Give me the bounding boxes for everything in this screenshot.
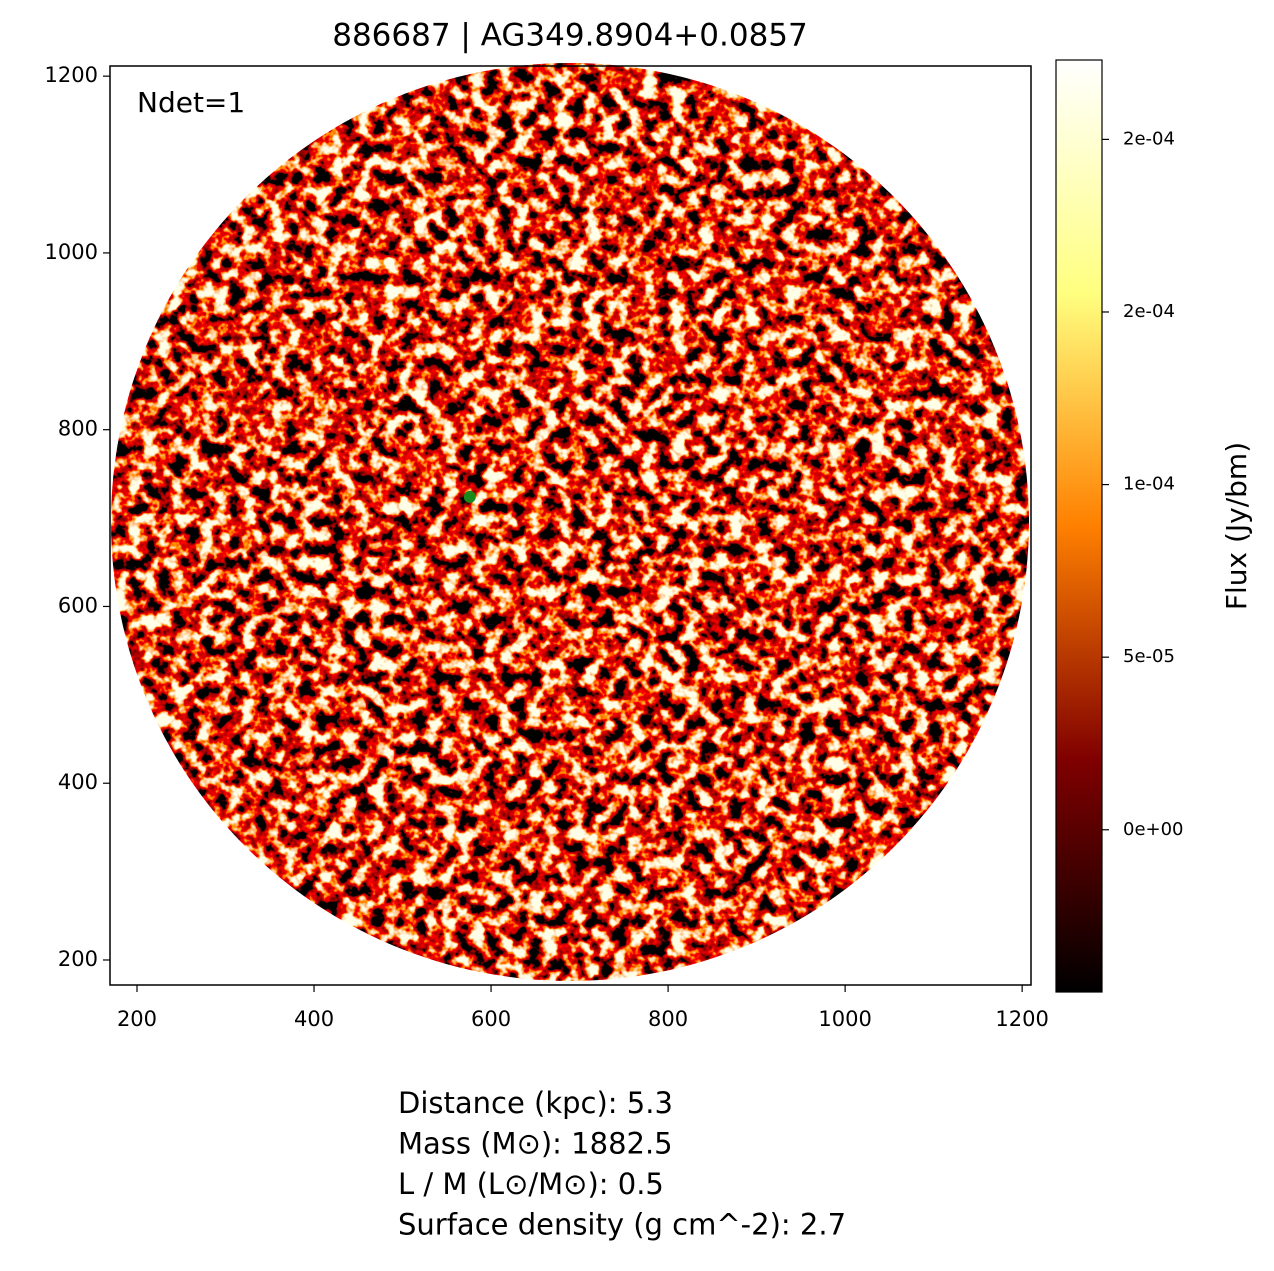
x-tick-label: 1000 [818, 1007, 871, 1031]
y-tick-label: 400 [58, 770, 98, 794]
x-tick-label: 800 [648, 1007, 688, 1031]
y-tick-label: 1000 [45, 240, 98, 264]
colorbar-tick-label: 1e-04 [1123, 474, 1175, 495]
x-tick-label: 1200 [995, 1007, 1048, 1031]
image [111, 63, 1029, 981]
y-tick-label: 1200 [45, 63, 98, 87]
info-block: Distance (kpc): 5.3 Mass (M⊙): 1882.5 L / … [398, 1086, 846, 1242]
marker [463, 490, 476, 503]
colorbar-label: Flux (Jy/bm) [1220, 442, 1253, 610]
info-line: Surface density (g cm^-2): 2.7 [398, 1208, 846, 1242]
colorbar [1055, 59, 1103, 993]
y-tick-label: 200 [58, 947, 98, 971]
x-tick-label: 400 [294, 1007, 334, 1031]
y-tick-label: 800 [58, 417, 98, 441]
colorbar-tick-label: 0e+00 [1123, 819, 1184, 840]
x-tick-label: 600 [471, 1007, 511, 1031]
info-line: Mass (M⊙): 1882.5 [398, 1127, 673, 1161]
plot-frame [109, 65, 1032, 986]
colorbar-tick-label: 5e-05 [1123, 646, 1175, 667]
annotation: Ndet=1 [137, 86, 245, 119]
colorbar-tick-label: 2e-04 [1123, 128, 1175, 149]
flux-map [111, 63, 1029, 981]
info-line: Distance (kpc): 5.3 [398, 1086, 673, 1120]
info-line: L / M (L⊙/M⊙): 0.5 [398, 1167, 664, 1201]
y-tick-label: 600 [58, 593, 98, 617]
x-tick-label: 200 [117, 1007, 157, 1031]
colorbar-tick-label: 2e-04 [1123, 301, 1175, 322]
chart-title: 886687 | AG349.8904+0.0857 [332, 18, 808, 54]
